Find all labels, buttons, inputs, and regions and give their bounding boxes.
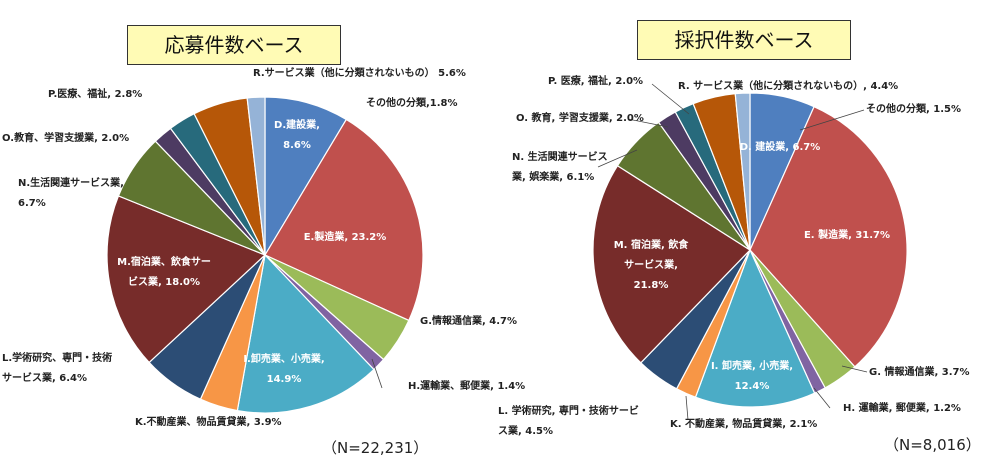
chart2-slice-4 — [694, 248, 816, 408]
chart1-slice-7 — [106, 195, 267, 364]
chart2-leader-10 — [651, 83, 690, 115]
chart1-label-2-0: G.情報通信業, 4.7% — [420, 314, 517, 327]
chart2-label-0-0: D. 建設業, 6.7% — [740, 140, 821, 153]
chart2-label-12-0: その他の分類, 1.5% — [866, 102, 961, 115]
chart2-leader-12 — [799, 109, 865, 131]
chart1-label-4-1: 14.9% — [267, 374, 302, 385]
chart2-label-4-1: 12.4% — [735, 381, 770, 392]
chart2-label-8-1: 業, 娯楽業, 6.1% — [511, 170, 594, 183]
chart1-label-7-1: ビス業, 18.0% — [128, 275, 200, 288]
chart2-leader-5 — [685, 395, 689, 421]
chart1-label-10-0: P.医療、福祉, 2.8% — [48, 87, 142, 100]
chart1-slice-4 — [236, 253, 375, 414]
chart2-leader-3 — [813, 387, 831, 409]
chart2-label-7-2: 21.8% — [634, 280, 669, 291]
chart1-label-5-0: K.不動産業、物品賃貸業, 3.9% — [135, 415, 282, 428]
chart1-slice-0 — [264, 96, 348, 258]
chart2-label-9-0: O. 教育, 学習支援業, 2.0% — [516, 111, 644, 124]
chart2-label-4-0: I. 卸売業, 小売業, — [711, 359, 793, 372]
chart1-label-0-0: D.建設業, — [274, 118, 320, 131]
chart1-n-label: （N=22,231） — [322, 439, 429, 457]
chart2-slice-1 — [749, 105, 908, 368]
chart2-title: 採択件数ベース — [637, 20, 851, 60]
chart2-label-6-1: ス業, 4.5% — [498, 424, 553, 437]
chart1-label-6-1: サービス業, 6.4% — [2, 371, 87, 384]
chart1-label-3-0: H.運輸業、郵便業, 1.4% — [408, 379, 525, 392]
chart1-label-9-0: O.教育、学習支援業, 2.0% — [2, 131, 129, 144]
chart2-label-1-0: E. 製造業, 31.7% — [804, 228, 890, 241]
chart2-label-7-1: サービス業, — [624, 258, 678, 271]
chart1-label-0-1: 8.6% — [283, 140, 311, 151]
chart1-label-1-0: E.製造業, 23.2% — [304, 230, 387, 243]
chart2-label-5-0: K. 不動産業, 物品賃貸業, 2.1% — [670, 417, 817, 430]
chart2-label-10-0: P. 医療, 福祉, 2.0% — [548, 74, 643, 87]
chart1-leader-3 — [371, 358, 383, 389]
chart2-label-6-0: L. 学術研究, 専門・技術サービ — [498, 404, 639, 417]
chart2-leader-2 — [841, 365, 868, 373]
chart2-label-7-0: M. 宿泊業, 飲食 — [614, 238, 690, 251]
chart1-label-4-0: I.卸売業、小売業, — [243, 352, 324, 365]
chart2-label-11-0: R. サービス業（他に分類されないもの）, 4.4% — [678, 79, 898, 92]
chart1-label-6-0: L.学術研究、専門・技術 — [2, 351, 112, 364]
chart1-label-11-0: R.サービス業（他に分類されないもの） 5.6% — [253, 66, 466, 79]
chart2-label-8-0: N. 生活関連サービス — [512, 150, 608, 163]
chart1-title: 応募件数ベース — [127, 25, 341, 65]
chart1-label-8-0: N.生活関連サービス業, — [18, 176, 124, 189]
chart2-leader-9 — [627, 118, 669, 128]
chart2-slice-7 — [592, 164, 751, 364]
chart2-label-3-0: H. 運輸業, 郵便業, 1.2% — [843, 401, 961, 414]
chart2-leader-8 — [597, 149, 638, 168]
chart1-slice-1 — [264, 118, 424, 322]
chart2-n-label: （N=8,016） — [884, 436, 981, 454]
chart2-slice-12 — [734, 92, 751, 251]
chart1-label-7-0: M.宿泊業、飲食サー — [117, 255, 211, 268]
chart1-label-8-1: 6.7% — [18, 198, 46, 209]
chart1-slice-12 — [246, 96, 266, 256]
chart2-label-2-0: G. 情報通信業, 3.7% — [869, 365, 970, 378]
chart1-label-12-0: その他の分類,1.8% — [366, 96, 458, 109]
